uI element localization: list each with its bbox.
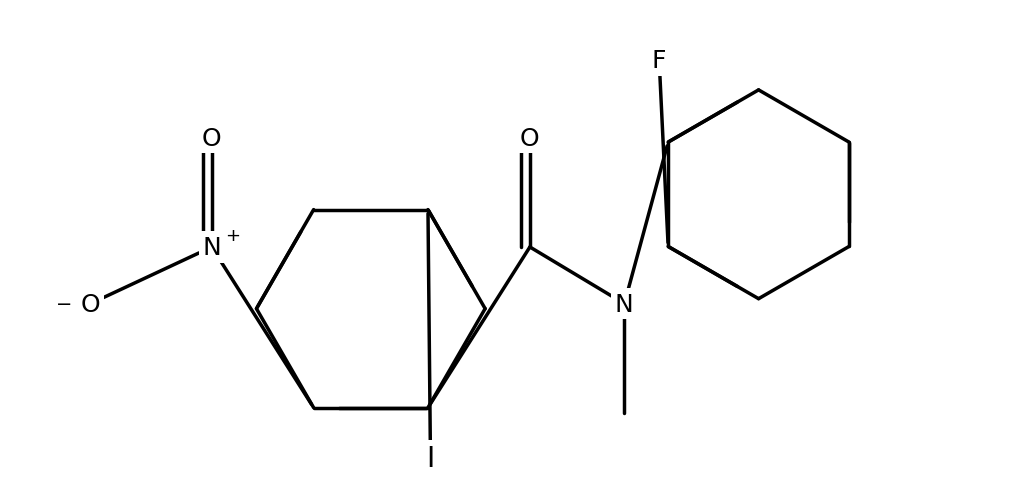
Text: O: O: [202, 126, 221, 150]
Text: +: +: [225, 226, 240, 244]
Text: O: O: [81, 292, 100, 316]
Text: I: I: [426, 444, 434, 472]
Text: N: N: [202, 236, 221, 260]
Text: −: −: [56, 295, 72, 313]
Text: O: O: [520, 126, 539, 150]
Text: F: F: [651, 49, 665, 73]
Text: N: N: [614, 292, 633, 316]
